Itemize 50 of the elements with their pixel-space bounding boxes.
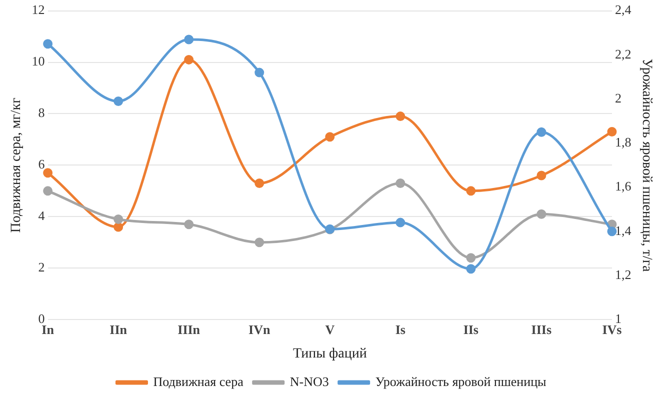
y2-tick-label: 1,2 [614,266,632,282]
y-tick-label: 2 [38,260,45,275]
point [43,186,53,196]
point [254,178,264,188]
point [184,54,194,64]
y2-tick-label: 2,2 [614,46,632,62]
point [396,178,406,188]
legend-label: Подвижная сера [153,374,244,389]
point [254,68,264,78]
y2-tick-label: 1,6 [614,178,632,194]
y2-axis-title: Урожайность яровой пшеницы, т/га [638,58,654,273]
y-tick-label: 6 [38,156,46,172]
y2-tick-label: 2,4 [614,2,632,18]
y-tick-label: 8 [38,105,45,120]
y2-tick-label: 1,8 [614,134,632,150]
point [396,218,406,228]
y-axis-title: Подвижная сера, мг/кг [9,97,24,233]
point [114,214,124,224]
point [184,220,194,230]
point [466,186,476,196]
x-tick-label: IVn [248,322,271,337]
y-tick-label: 4 [38,208,46,224]
y-tick-label: 10 [32,54,45,69]
point [254,238,264,248]
legend-label: N-NO3 [290,374,329,389]
point [184,34,194,44]
point [607,126,617,136]
legend-label: Урожайность яровой пшеницы [375,374,547,389]
point [114,222,124,232]
point [536,127,546,137]
point [607,226,617,236]
x-tick-label: IIIs [531,322,552,337]
y2-tick-label: 1,4 [614,222,632,238]
point [325,132,335,142]
point [466,264,476,274]
x-tick-label: IIIn [178,322,201,337]
x-tick-label: Is [395,322,406,337]
point [396,112,406,122]
point [466,253,476,263]
point [43,39,53,49]
point [114,96,124,106]
x-axis-title: Типы фаций [292,346,368,362]
point [536,170,546,180]
point [536,209,546,219]
y2-tick-label: 2 [614,90,622,106]
x-tick-label: IIs [463,322,479,337]
x-tick-label: V [325,322,336,337]
y-tick-label: 12 [32,2,45,18]
x-tick-label: IIn [110,322,128,337]
point [43,168,53,178]
